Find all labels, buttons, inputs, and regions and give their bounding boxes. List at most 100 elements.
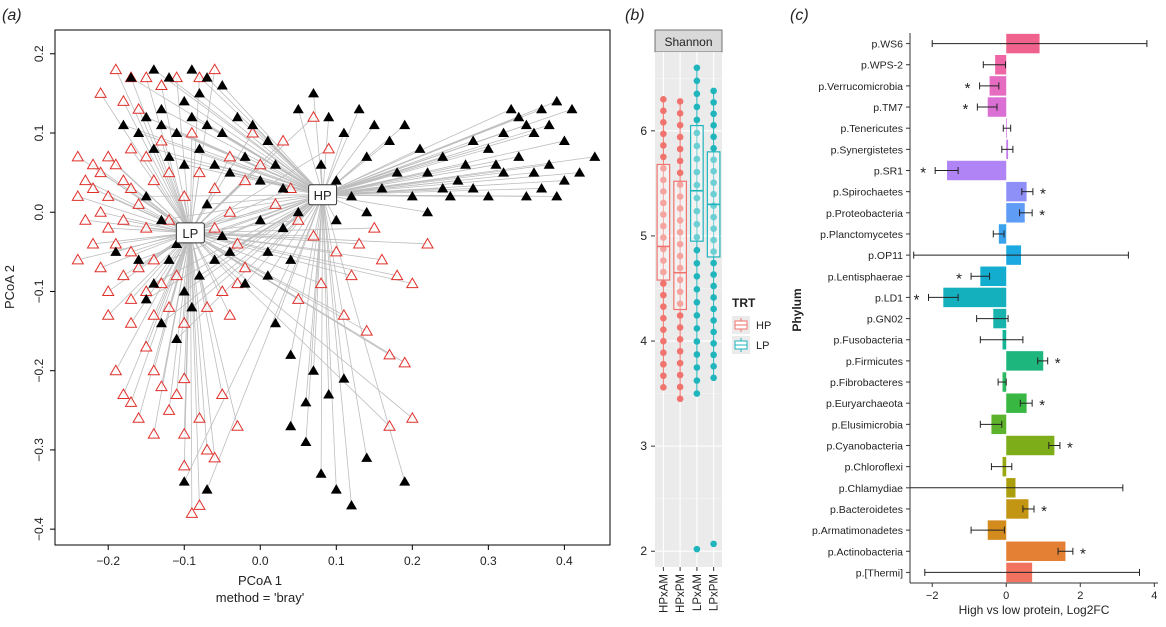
spider-line: [189, 232, 223, 395]
phylum-label: p.TM7: [873, 102, 903, 114]
spider-line: [100, 172, 191, 234]
spider-line: [100, 93, 191, 234]
sample-dot: [676, 252, 684, 260]
phylum-label: p.Spirochaetes: [833, 187, 903, 199]
hp-sample-point: [460, 159, 472, 169]
lp-sample-point: [215, 388, 229, 400]
log2fc-panel: * * * * * * * * * * * * −2 0 2 4 p.WS6 p.WPS-2 p.Verruco…: [790, 33, 1158, 617]
hp-sample-point: [467, 135, 479, 145]
sample-dot: [710, 340, 717, 347]
lp-sample-point: [177, 316, 191, 328]
sample-dot: [710, 133, 717, 141]
hp-sample-point: [155, 103, 167, 114]
lp-sample-point: [421, 237, 434, 249]
lp-sample-point: [223, 308, 237, 320]
hp-sample-point: [262, 246, 274, 256]
hp-sample-point: [384, 135, 396, 145]
sample-dot: [693, 90, 701, 98]
log2fc-bar: [1006, 203, 1025, 223]
panel-c-label: (c): [790, 7, 809, 24]
sample-dot: [693, 272, 701, 280]
lp-sample-point: [231, 237, 244, 249]
spider-line: [92, 232, 191, 245]
sample-dot: [660, 234, 667, 241]
sample-dot: [693, 338, 701, 345]
hp-sample-point: [148, 64, 160, 74]
shannon-x-ticks: HPxAM HPxPM LPxAM LPxPM: [658, 567, 721, 613]
log2fc-phylum-labels: p.WS6 p.WPS-2 p.Verrucomicrobia p.TM7 p.Tene…: [812, 39, 910, 579]
log2fc-bar: [943, 287, 1007, 308]
phylum-label: p.Fusobacteria: [834, 335, 904, 347]
sample-dot: [693, 207, 701, 215]
phylum-label: p.GN02: [867, 314, 903, 326]
spider-line: [190, 232, 360, 245]
hp-sample-point: [277, 183, 289, 193]
centroid-label-lp: LP: [182, 226, 198, 241]
hp-sample-point: [209, 159, 221, 169]
spider-line: [199, 93, 323, 196]
lp-sample-point: [329, 245, 343, 257]
spider-line: [130, 232, 191, 403]
lp-sample-point: [132, 102, 145, 114]
lp-sample-point: [185, 506, 199, 518]
spider-line: [214, 164, 323, 196]
sample-dot: [693, 155, 701, 163]
lp-sample-point: [101, 150, 115, 162]
sample-dot: [710, 122, 717, 129]
sample-dot: [676, 133, 684, 141]
spider-line: [322, 109, 360, 195]
lp-sample-point: [193, 166, 206, 178]
spider-line: [190, 140, 284, 234]
hp-sample-point: [262, 135, 274, 145]
sample-dot: [660, 383, 667, 391]
hp-sample-point: [155, 214, 167, 225]
lp-sample-point: [215, 285, 229, 297]
hp-sample-point: [186, 301, 198, 312]
hp-sample-point: [269, 159, 281, 169]
sample-dot: [660, 326, 667, 333]
y-tick-label: 3: [640, 439, 647, 453]
spider-line: [183, 232, 191, 466]
shannon-strip-title: Shannon: [664, 35, 712, 49]
spider-line: [176, 77, 191, 233]
lp-sample-point: [269, 197, 282, 209]
sample-dot: [710, 282, 717, 290]
lp-sample-point: [117, 269, 130, 281]
spider-line: [322, 194, 337, 490]
lp-sample-point: [307, 110, 320, 122]
sample-dot: [660, 349, 667, 357]
log2fc-bar: [1006, 393, 1027, 413]
lp-sample-point: [79, 213, 92, 225]
sample-dot: [693, 194, 701, 202]
hp-sample-point: [285, 420, 297, 431]
lp-sample-point: [155, 277, 168, 289]
lp-sample-point: [124, 245, 138, 257]
lp-sample-point: [231, 419, 244, 431]
spider-line: [275, 194, 323, 324]
hp-sample-point: [330, 175, 342, 185]
hp-sample-point: [171, 333, 183, 344]
centroid-box-hp: [308, 184, 338, 206]
lp-sample-point: [177, 459, 191, 471]
lp-sample-point: [147, 174, 161, 186]
significance-star: *: [956, 270, 962, 287]
lp-sample-point: [383, 348, 396, 360]
hp-sample-point: [285, 349, 297, 359]
spider-line: [322, 117, 330, 195]
trt-legend-title: TRT: [732, 296, 756, 310]
lp-sample-point: [367, 221, 381, 233]
x-tick-label: LPxAM: [692, 574, 704, 611]
spider-line: [290, 194, 324, 427]
significance-star: *: [1039, 397, 1045, 414]
spider-line: [322, 194, 368, 458]
spider-line: [189, 232, 238, 427]
sample-dot: [676, 312, 684, 319]
lp-sample-point: [155, 79, 168, 91]
spider-line: [199, 148, 323, 196]
sample-dot: [710, 328, 717, 336]
lp-sample-point: [208, 221, 222, 233]
lp-sample-point: [170, 269, 184, 281]
sample-dot: [676, 371, 684, 379]
lp-sample-point: [162, 403, 176, 415]
